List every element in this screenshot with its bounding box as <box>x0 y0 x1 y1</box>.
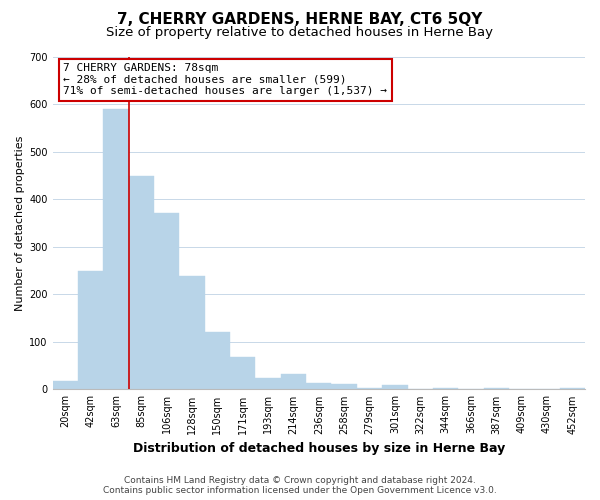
X-axis label: Distribution of detached houses by size in Herne Bay: Distribution of detached houses by size … <box>133 442 505 455</box>
Text: Size of property relative to detached houses in Herne Bay: Size of property relative to detached ho… <box>107 26 493 39</box>
Y-axis label: Number of detached properties: Number of detached properties <box>15 136 25 310</box>
Bar <box>53 381 78 390</box>
Bar <box>433 388 458 390</box>
Bar <box>382 384 407 390</box>
Text: 7, CHERRY GARDENS, HERNE BAY, CT6 5QY: 7, CHERRY GARDENS, HERNE BAY, CT6 5QY <box>118 12 482 28</box>
Bar <box>357 388 382 390</box>
Bar <box>230 357 256 390</box>
Bar <box>179 276 205 390</box>
Bar <box>256 378 281 390</box>
Bar <box>78 272 103 390</box>
Bar <box>128 176 154 390</box>
Bar <box>103 109 128 390</box>
Bar <box>484 388 509 390</box>
Bar <box>306 383 331 390</box>
Bar <box>154 212 179 390</box>
Bar <box>281 374 306 390</box>
Text: 7 CHERRY GARDENS: 78sqm
← 28% of detached houses are smaller (599)
71% of semi-d: 7 CHERRY GARDENS: 78sqm ← 28% of detache… <box>63 63 387 96</box>
Bar <box>331 384 357 390</box>
Bar <box>560 388 585 390</box>
Text: Contains HM Land Registry data © Crown copyright and database right 2024.
Contai: Contains HM Land Registry data © Crown c… <box>103 476 497 495</box>
Bar <box>205 332 230 390</box>
